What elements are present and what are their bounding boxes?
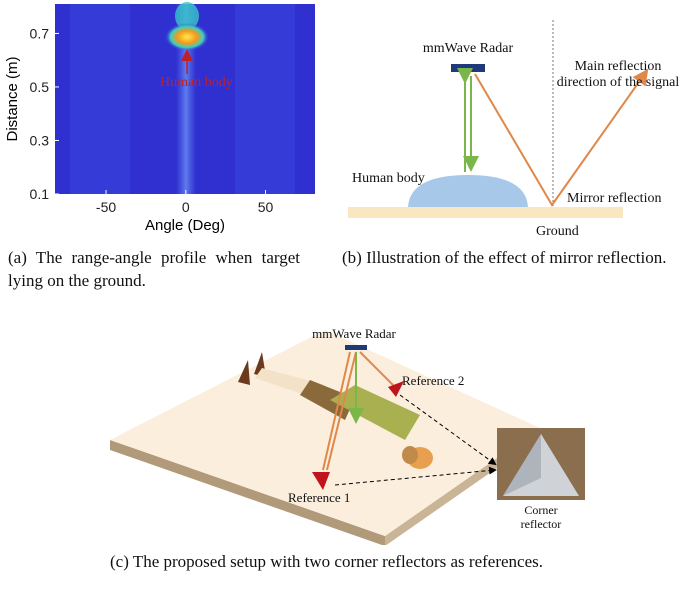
label: Corner [524,503,557,517]
y-axis-label: Distance (m) [4,56,21,141]
y-tick-label: 0.5 [30,79,50,95]
label: mmWave Radar [423,41,514,56]
x-tick-label: -50 [96,199,116,215]
x-tick-label: 0 [182,199,190,215]
label: direction of the signal [557,75,680,90]
annotation: Human body [160,75,233,90]
caption: (b) Illustration of the effect of mirror… [342,246,682,269]
diagram-c [110,330,585,545]
caption: (a) The range-angle profile when target … [8,246,300,292]
y-tick-label: 0.3 [30,132,50,148]
y-tick-label: 0.1 [30,186,50,202]
label: Reference 1 [288,490,350,505]
label: Mirror reflection [567,191,661,206]
label: mmWave Radar [312,326,396,341]
heatmap [55,2,315,194]
caption: (c) The proposed setup with two corner r… [110,550,586,573]
label: reflector [521,517,562,531]
x-axis-label: Angle (Deg) [145,217,225,234]
y-tick-label: 0.7 [30,25,50,41]
label: Ground [536,224,579,239]
x-tick-label: 50 [258,199,274,215]
page: Human body -50 0 50 0.1 0.3 0.5 0.7 Angle (Deg… [0,0,691,600]
label: Main reflection [575,59,662,74]
label: Human body [352,171,425,186]
label: Reference 2 [402,373,464,388]
